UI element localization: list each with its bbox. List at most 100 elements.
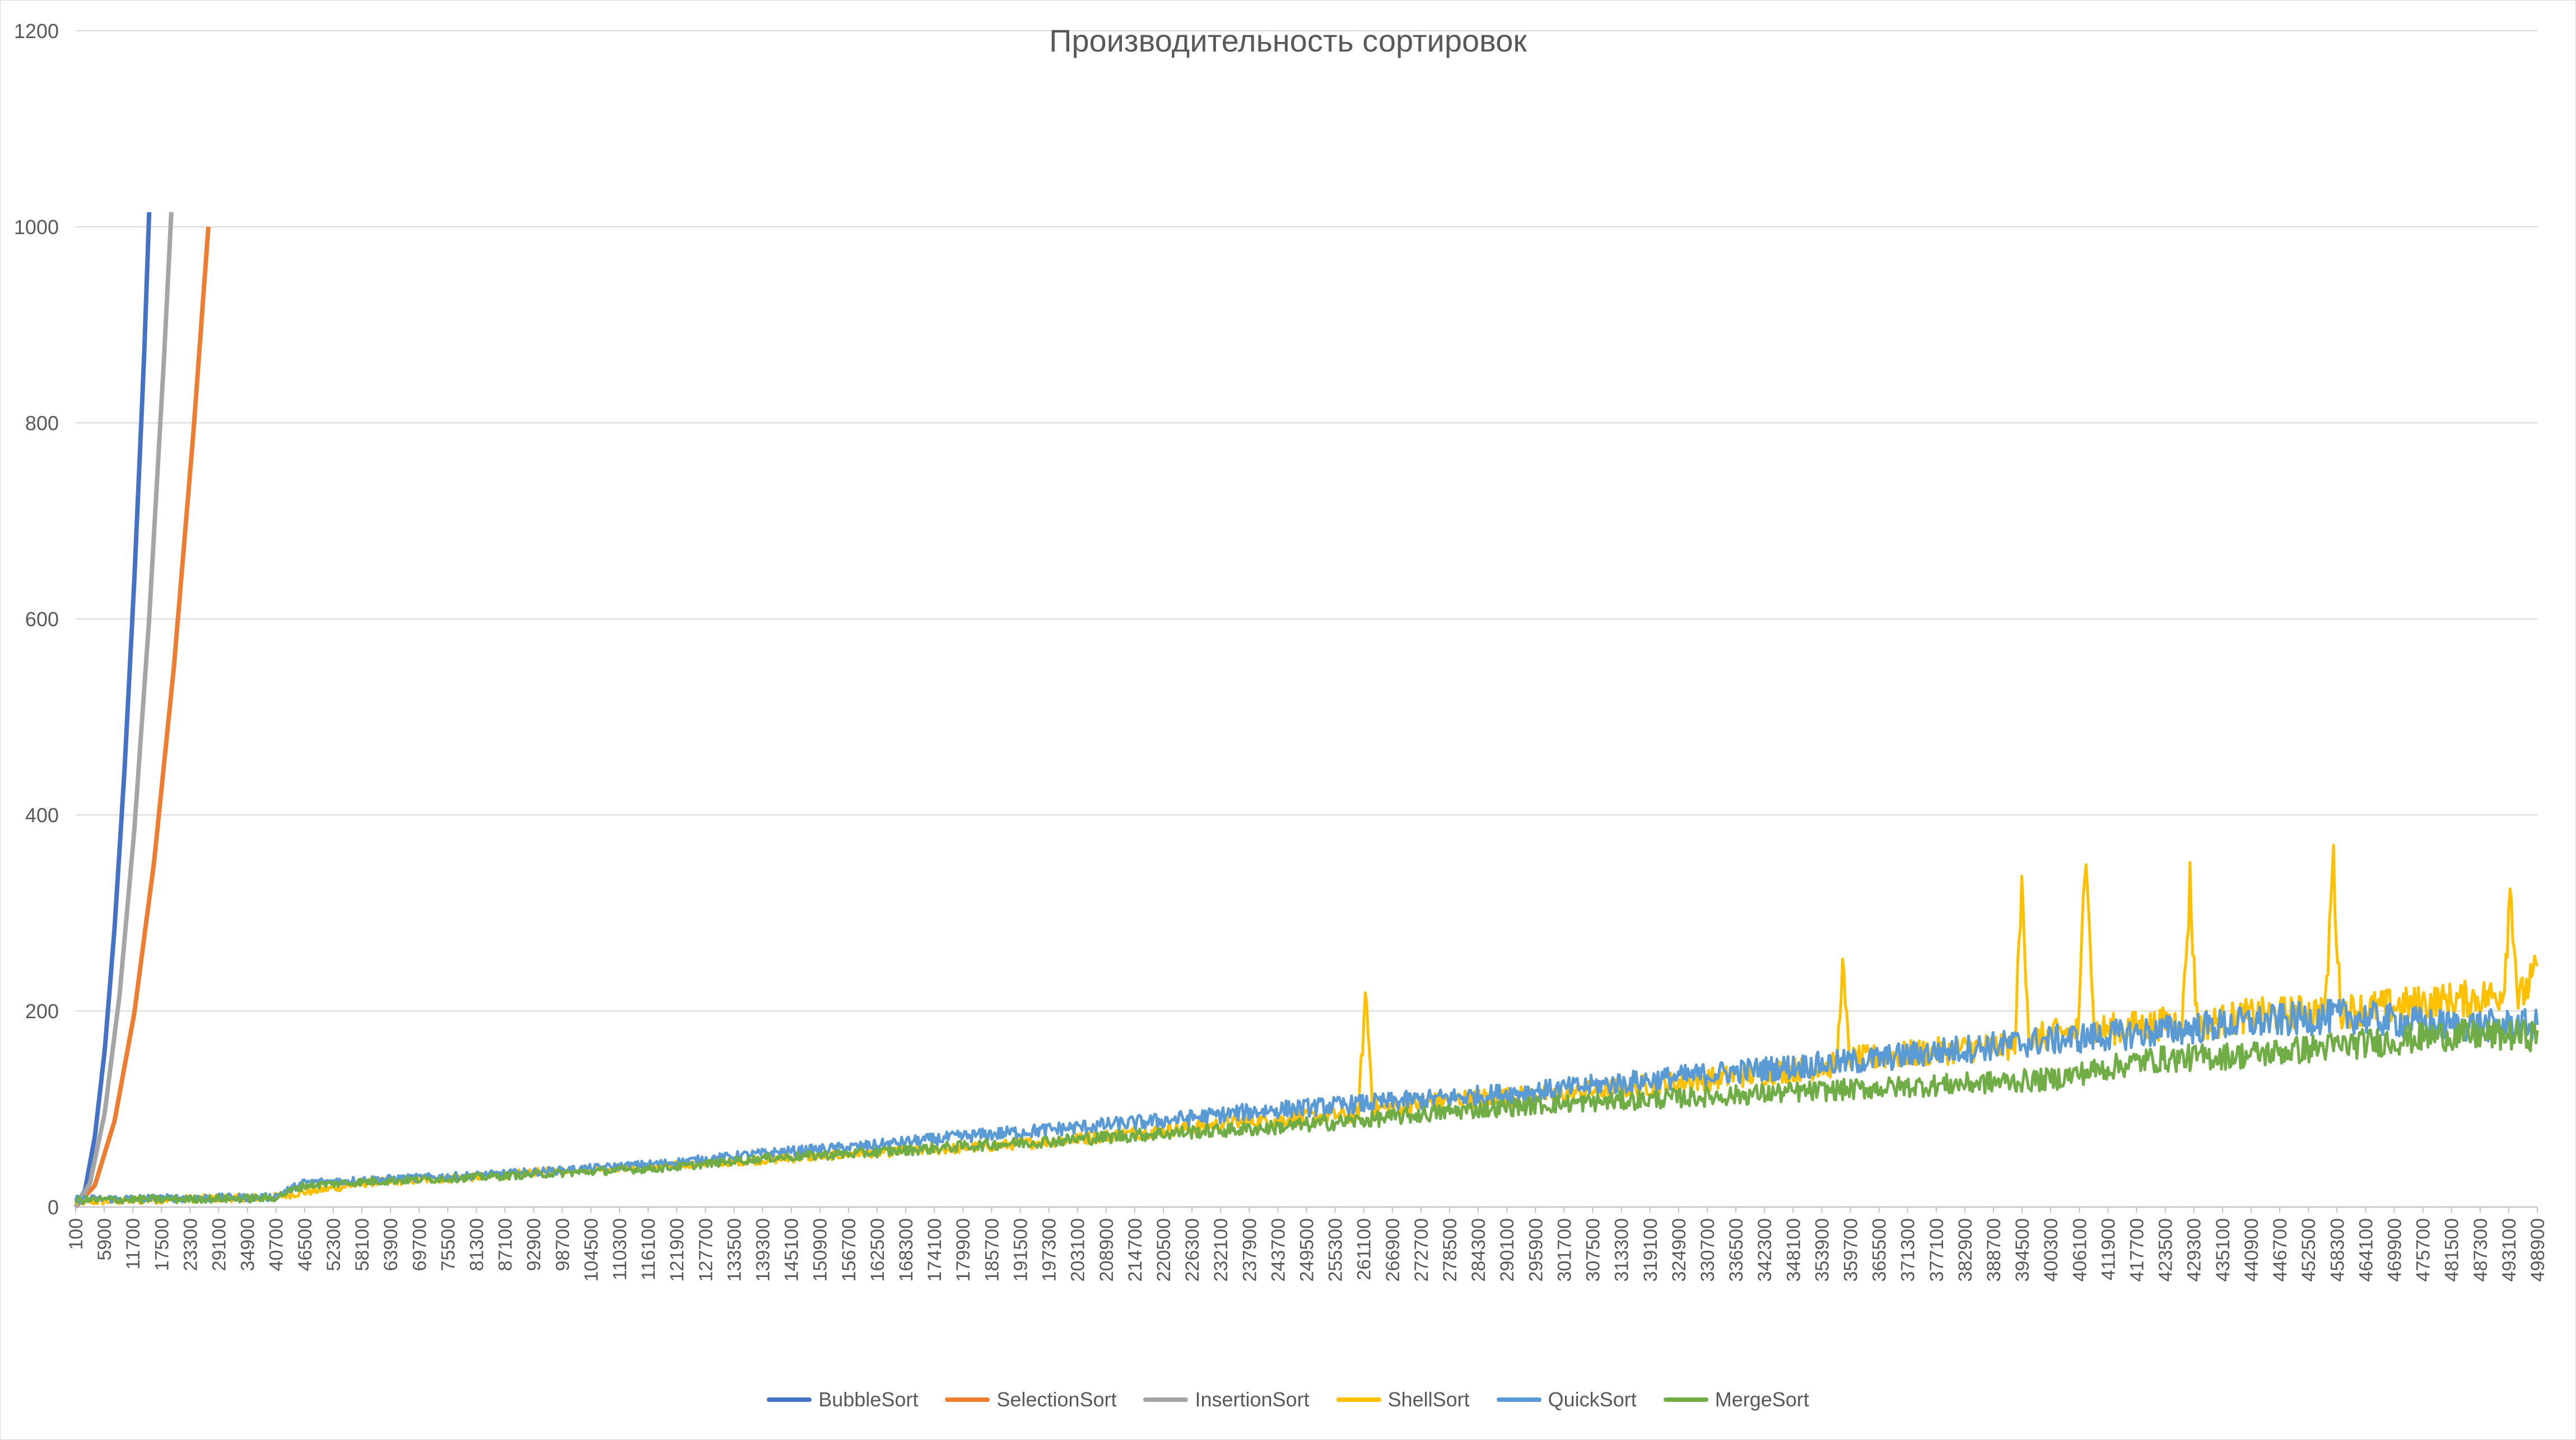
x-tick-label: 162500 — [867, 1218, 888, 1281]
y-tick-label: 600 — [25, 608, 59, 631]
x-tick-label: 469900 — [2384, 1218, 2405, 1281]
x-tick-label: 81300 — [466, 1218, 487, 1271]
x-tick-label: 458300 — [2327, 1218, 2348, 1281]
series-line-insertionsort — [73, 212, 174, 1209]
x-tick-label: 324900 — [1669, 1218, 1690, 1281]
x-tick-label: 353900 — [1811, 1218, 1833, 1281]
legend-item-mergesort: MergeSort — [1663, 1388, 1809, 1411]
x-tick-label: 261100 — [1354, 1218, 1375, 1280]
x-tick-label: 272700 — [1411, 1218, 1432, 1281]
legend-item-selectionsort: SelectionSort — [945, 1388, 1116, 1411]
x-tick-label: 92900 — [524, 1218, 545, 1271]
x-tick-label: 295900 — [1525, 1218, 1546, 1281]
legend-swatch — [767, 1397, 812, 1402]
series-line-bubblesort — [73, 212, 152, 1209]
x-tick-label: 197300 — [1039, 1218, 1060, 1281]
x-tick-label: 342300 — [1754, 1218, 1776, 1281]
x-tick-label: 150900 — [810, 1218, 831, 1281]
legend-item-shellsort: ShellSort — [1336, 1388, 1470, 1411]
x-tick-label: 52300 — [323, 1218, 344, 1271]
x-tick-label: 232100 — [1210, 1218, 1232, 1281]
x-tick-label: 40700 — [266, 1218, 287, 1271]
x-tick-label: 400300 — [2041, 1218, 2062, 1281]
legend-swatch — [1336, 1397, 1381, 1402]
x-tick-label: 388700 — [1983, 1218, 2005, 1281]
legend-item-quicksort: QuickSort — [1496, 1388, 1637, 1411]
x-tick-label: 29100 — [209, 1218, 230, 1271]
x-tick-label: 226300 — [1182, 1218, 1203, 1281]
x-tick-label: 116100 — [638, 1218, 659, 1280]
x-tick-label: 139300 — [753, 1218, 774, 1281]
x-tick-label: 121900 — [667, 1218, 688, 1281]
x-tick-label: 214700 — [1125, 1218, 1146, 1281]
legend-label: SelectionSort — [996, 1388, 1117, 1411]
legend-label: ShellSort — [1387, 1388, 1470, 1411]
legend-swatch — [945, 1397, 990, 1402]
series-line-selectionsort — [74, 226, 211, 1209]
x-tick-label: 493100 — [2499, 1218, 2520, 1281]
x-tick-label: 290100 — [1497, 1218, 1518, 1281]
x-tick-label: 429300 — [2184, 1218, 2205, 1281]
x-tick-label: 69700 — [409, 1218, 430, 1271]
x-tick-label: 394500 — [2012, 1218, 2033, 1281]
x-tick-label: 266900 — [1382, 1218, 1404, 1281]
x-tick-label: 452500 — [2298, 1218, 2319, 1281]
x-tick-label: 423500 — [2155, 1218, 2177, 1281]
x-tick-label: 58100 — [352, 1218, 373, 1271]
x-tick-label: 406100 — [2069, 1218, 2090, 1281]
x-tick-label: 237900 — [1239, 1218, 1260, 1281]
x-tick-label: 255300 — [1325, 1218, 1347, 1281]
y-tick-label: 1200 — [14, 20, 59, 43]
x-tick-label: 100 — [66, 1218, 87, 1250]
legend-label: MergeSort — [1715, 1388, 1809, 1411]
x-tick-label: 446700 — [2270, 1218, 2291, 1281]
x-tick-label: 5900 — [94, 1218, 115, 1261]
x-tick-label: 475700 — [2413, 1218, 2434, 1281]
y-tick-label: 200 — [25, 1000, 59, 1023]
x-tick-label: 243700 — [1268, 1218, 1289, 1281]
x-tick-label: 110300 — [609, 1218, 631, 1280]
x-tick-label: 185700 — [981, 1218, 1003, 1281]
x-tick-label: 382900 — [1955, 1218, 1976, 1281]
x-tick-label: 174100 — [924, 1218, 945, 1281]
x-tick-label: 75500 — [437, 1218, 459, 1271]
x-tick-label: 145100 — [781, 1218, 803, 1281]
y-tick-label: 0 — [48, 1196, 59, 1219]
x-tick-label: 63900 — [380, 1218, 402, 1271]
x-tick-label: 133500 — [724, 1218, 745, 1281]
legend-item-bubblesort: BubbleSort — [767, 1388, 918, 1411]
x-tick-label: 208900 — [1096, 1218, 1117, 1281]
x-tick-label: 319100 — [1640, 1218, 1661, 1281]
x-tick-label: 278500 — [1440, 1218, 1461, 1281]
x-tick-label: 365500 — [1869, 1218, 1890, 1281]
x-tick-label: 203100 — [1068, 1218, 1089, 1281]
x-tick-label: 359700 — [1840, 1218, 1861, 1281]
series-line-mergesort — [74, 1018, 2539, 1205]
x-tick-label: 104500 — [581, 1218, 602, 1281]
x-tick-label: 330700 — [1697, 1218, 1718, 1281]
x-tick-label: 440900 — [2241, 1218, 2262, 1281]
x-tick-label: 249500 — [1297, 1218, 1318, 1281]
x-tick-label: 435100 — [2212, 1218, 2234, 1281]
legend-label: BubbleSort — [818, 1388, 919, 1411]
x-tick-label: 87100 — [495, 1218, 516, 1271]
legend-swatch — [1143, 1397, 1189, 1402]
x-tick-label: 220500 — [1153, 1218, 1175, 1281]
legend-item-insertionsort: InsertionSort — [1143, 1388, 1310, 1411]
y-tick-label: 800 — [25, 412, 59, 435]
legend-label: InsertionSort — [1195, 1388, 1310, 1411]
x-tick-label: 34900 — [237, 1218, 259, 1271]
y-tick-label: 1000 — [14, 216, 59, 239]
x-tick-label: 127700 — [695, 1218, 716, 1281]
legend-swatch — [1663, 1397, 1708, 1402]
x-tick-label: 498900 — [2527, 1218, 2549, 1281]
x-tick-label: 371300 — [1898, 1218, 1919, 1281]
x-tick-label: 411900 — [2098, 1218, 2119, 1280]
x-tick-label: 487300 — [2470, 1218, 2491, 1281]
x-tick-label: 313300 — [1611, 1218, 1633, 1281]
x-tick-label: 336500 — [1726, 1218, 1747, 1281]
series-line-quicksort — [74, 998, 2539, 1205]
x-tick-label: 464100 — [2355, 1218, 2377, 1281]
